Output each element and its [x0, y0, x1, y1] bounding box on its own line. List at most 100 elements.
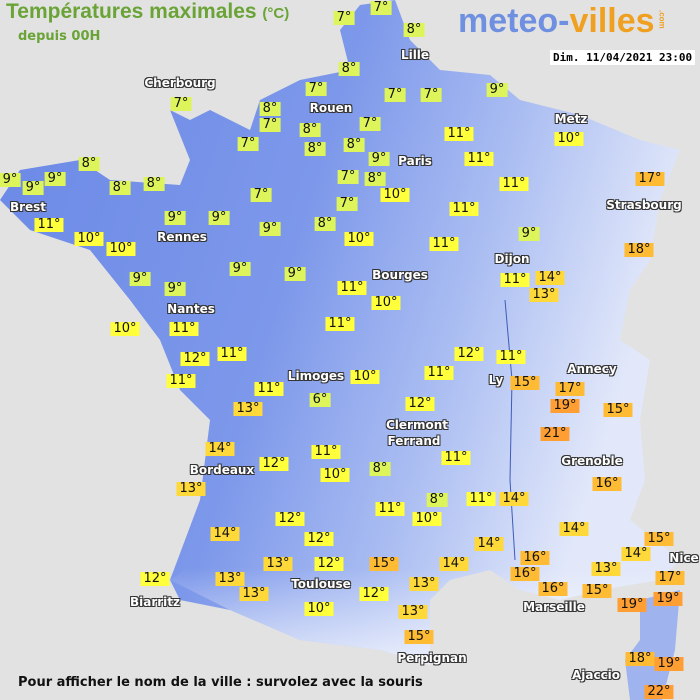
- temperature-label[interactable]: 11°: [337, 281, 367, 295]
- temperature-label[interactable]: 9°: [164, 282, 186, 296]
- temperature-label[interactable]: 14°: [205, 442, 235, 456]
- temperature-label[interactable]: 10°: [380, 188, 410, 202]
- temperature-label[interactable]: 13°: [215, 572, 245, 586]
- temperature-label[interactable]: 9°: [259, 222, 281, 236]
- temperature-label[interactable]: 12°: [259, 457, 289, 471]
- temperature-label[interactable]: 9°: [44, 172, 66, 186]
- temperature-label[interactable]: 11°: [449, 202, 479, 216]
- temperature-label[interactable]: 13°: [591, 562, 621, 576]
- temperature-label[interactable]: 10°: [350, 370, 380, 384]
- temperature-label[interactable]: 12°: [359, 587, 389, 601]
- temperature-label[interactable]: 11°: [375, 502, 405, 516]
- temperature-label[interactable]: 19°: [653, 592, 683, 606]
- temperature-label[interactable]: 9°: [129, 272, 151, 286]
- temperature-label[interactable]: 7°: [336, 197, 358, 211]
- temperature-label[interactable]: 8°: [403, 23, 425, 37]
- temperature-label[interactable]: 9°: [164, 211, 186, 225]
- temperature-label[interactable]: 12°: [304, 532, 334, 546]
- temperature-label[interactable]: 14°: [439, 557, 469, 571]
- temperature-label[interactable]: 11°: [499, 177, 529, 191]
- temperature-label[interactable]: 7°: [359, 117, 381, 131]
- temperature-label[interactable]: 8°: [259, 102, 281, 116]
- temperature-label[interactable]: 10°: [320, 468, 350, 482]
- temperature-label[interactable]: 11°: [325, 317, 355, 331]
- temperature-label[interactable]: 13°: [176, 482, 206, 496]
- temperature-label[interactable]: 9°: [284, 267, 306, 281]
- temperature-label[interactable]: 13°: [233, 402, 263, 416]
- temperature-label[interactable]: 8°: [426, 493, 448, 507]
- temperature-label[interactable]: 7°: [370, 1, 392, 15]
- temperature-label[interactable]: 11°: [464, 152, 494, 166]
- temperature-label[interactable]: 12°: [275, 512, 305, 526]
- temperature-label[interactable]: 8°: [364, 172, 386, 186]
- temperature-label[interactable]: 11°: [424, 366, 454, 380]
- temperature-label[interactable]: 15°: [582, 584, 612, 598]
- temperature-label[interactable]: 9°: [208, 211, 230, 225]
- logo[interactable]: meteo-villes .com: [458, 2, 667, 41]
- temperature-label[interactable]: 14°: [621, 547, 651, 561]
- temperature-label[interactable]: 14°: [559, 522, 589, 536]
- temperature-label[interactable]: 11°: [496, 350, 526, 364]
- temperature-label[interactable]: 16°: [538, 582, 568, 596]
- temperature-label[interactable]: 7°: [337, 170, 359, 184]
- temperature-label[interactable]: 11°: [441, 451, 471, 465]
- temperature-label[interactable]: 11°: [166, 374, 196, 388]
- temperature-label[interactable]: 22°: [644, 685, 674, 699]
- temperature-label[interactable]: 9°: [229, 262, 251, 276]
- temperature-label[interactable]: 7°: [250, 188, 272, 202]
- temperature-label[interactable]: 11°: [466, 492, 496, 506]
- temperature-label[interactable]: 7°: [384, 88, 406, 102]
- temperature-label[interactable]: 18°: [624, 243, 654, 257]
- temperature-label[interactable]: 13°: [239, 587, 269, 601]
- temperature-label[interactable]: 17°: [655, 571, 685, 585]
- temperature-label[interactable]: 13°: [263, 557, 293, 571]
- temperature-label[interactable]: 10°: [110, 322, 140, 336]
- temperature-label[interactable]: 10°: [554, 132, 584, 146]
- temperature-label[interactable]: 11°: [500, 273, 530, 287]
- temperature-label[interactable]: 13°: [529, 288, 559, 302]
- temperature-label[interactable]: 14°: [535, 271, 565, 285]
- temperature-label[interactable]: 9°: [486, 83, 508, 97]
- temperature-label[interactable]: 6°: [309, 393, 331, 407]
- temperature-label[interactable]: 8°: [109, 181, 131, 195]
- temperature-label[interactable]: 11°: [311, 445, 341, 459]
- temperature-label[interactable]: 11°: [169, 322, 199, 336]
- temperature-label[interactable]: 13°: [398, 605, 428, 619]
- temperature-label[interactable]: 8°: [369, 462, 391, 476]
- temperature-label[interactable]: 19°: [654, 657, 684, 671]
- temperature-label[interactable]: 9°: [368, 152, 390, 166]
- temperature-label[interactable]: 11°: [429, 237, 459, 251]
- temperature-label[interactable]: 11°: [34, 218, 64, 232]
- temperature-label[interactable]: 7°: [237, 137, 259, 151]
- temperature-label[interactable]: 10°: [106, 242, 136, 256]
- temperature-label[interactable]: 8°: [78, 157, 100, 171]
- temperature-label[interactable]: 19°: [617, 598, 647, 612]
- temperature-label[interactable]: 10°: [74, 232, 104, 246]
- temperature-label[interactable]: 12°: [405, 397, 435, 411]
- temperature-label[interactable]: 11°: [254, 382, 284, 396]
- temperature-label[interactable]: 8°: [338, 62, 360, 76]
- temperature-label[interactable]: 9°: [518, 227, 540, 241]
- temperature-label[interactable]: 12°: [180, 352, 210, 366]
- temperature-label[interactable]: 16°: [510, 567, 540, 581]
- temperature-label[interactable]: 10°: [371, 296, 401, 310]
- temperature-label[interactable]: 11°: [444, 127, 474, 141]
- temperature-label[interactable]: 10°: [344, 232, 374, 246]
- temperature-label[interactable]: 8°: [143, 177, 165, 191]
- temperature-label[interactable]: 16°: [520, 551, 550, 565]
- temperature-label[interactable]: 7°: [305, 82, 327, 96]
- temperature-label[interactable]: 9°: [22, 181, 44, 195]
- temperature-label[interactable]: 16°: [592, 477, 622, 491]
- temperature-label[interactable]: 14°: [499, 492, 529, 506]
- temperature-label[interactable]: 17°: [635, 172, 665, 186]
- temperature-label[interactable]: 12°: [454, 347, 484, 361]
- temperature-label[interactable]: 15°: [510, 376, 540, 390]
- temperature-label[interactable]: 8°: [299, 123, 321, 137]
- temperature-label[interactable]: 7°: [170, 97, 192, 111]
- temperature-label[interactable]: 15°: [603, 403, 633, 417]
- temperature-label[interactable]: 15°: [369, 557, 399, 571]
- temperature-label[interactable]: 7°: [333, 11, 355, 25]
- temperature-label[interactable]: 8°: [343, 138, 365, 152]
- temperature-label[interactable]: 8°: [314, 217, 336, 231]
- temperature-label[interactable]: 7°: [259, 118, 281, 132]
